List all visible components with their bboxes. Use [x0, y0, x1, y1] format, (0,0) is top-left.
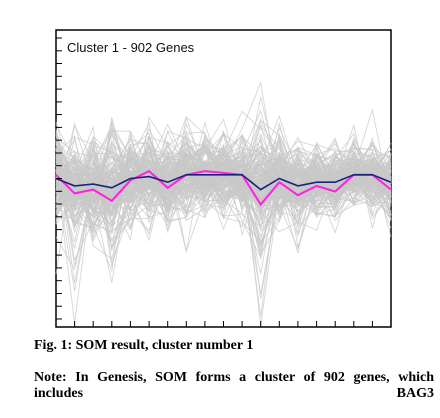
background-profile-line	[55, 121, 392, 252]
background-profile-line	[55, 134, 392, 273]
background-profile-line	[55, 131, 392, 283]
background-profile-line	[55, 134, 392, 217]
background-profile-line	[55, 132, 392, 235]
background-profile-line	[55, 151, 392, 213]
background-profile-line	[55, 118, 392, 217]
background-profile-line	[55, 140, 392, 206]
background-profile-line	[55, 117, 392, 243]
background-profile-line	[55, 81, 392, 242]
data-series	[55, 169, 392, 207]
y-axis-ticks	[56, 37, 62, 320]
background-profile-line	[55, 127, 392, 218]
figure-note: Note: In Genesis, SOM forms a cluster of…	[34, 370, 434, 401]
x-axis-ticks	[55, 321, 392, 327]
background-profile-line	[55, 136, 392, 268]
mean-series-line	[55, 174, 392, 191]
background-profile-line	[55, 146, 392, 220]
background-profile-line	[55, 141, 392, 242]
background-profile-line	[55, 165, 392, 197]
highlight-series-line	[55, 169, 392, 207]
chart: Cluster 1 - 902 Genes	[55, 29, 392, 328]
background-profile-line	[55, 152, 392, 221]
figure-caption: Fig. 1: SOM result, cluster number 1	[34, 338, 254, 353]
chart-title: Cluster 1 - 902 Genes	[67, 40, 195, 55]
